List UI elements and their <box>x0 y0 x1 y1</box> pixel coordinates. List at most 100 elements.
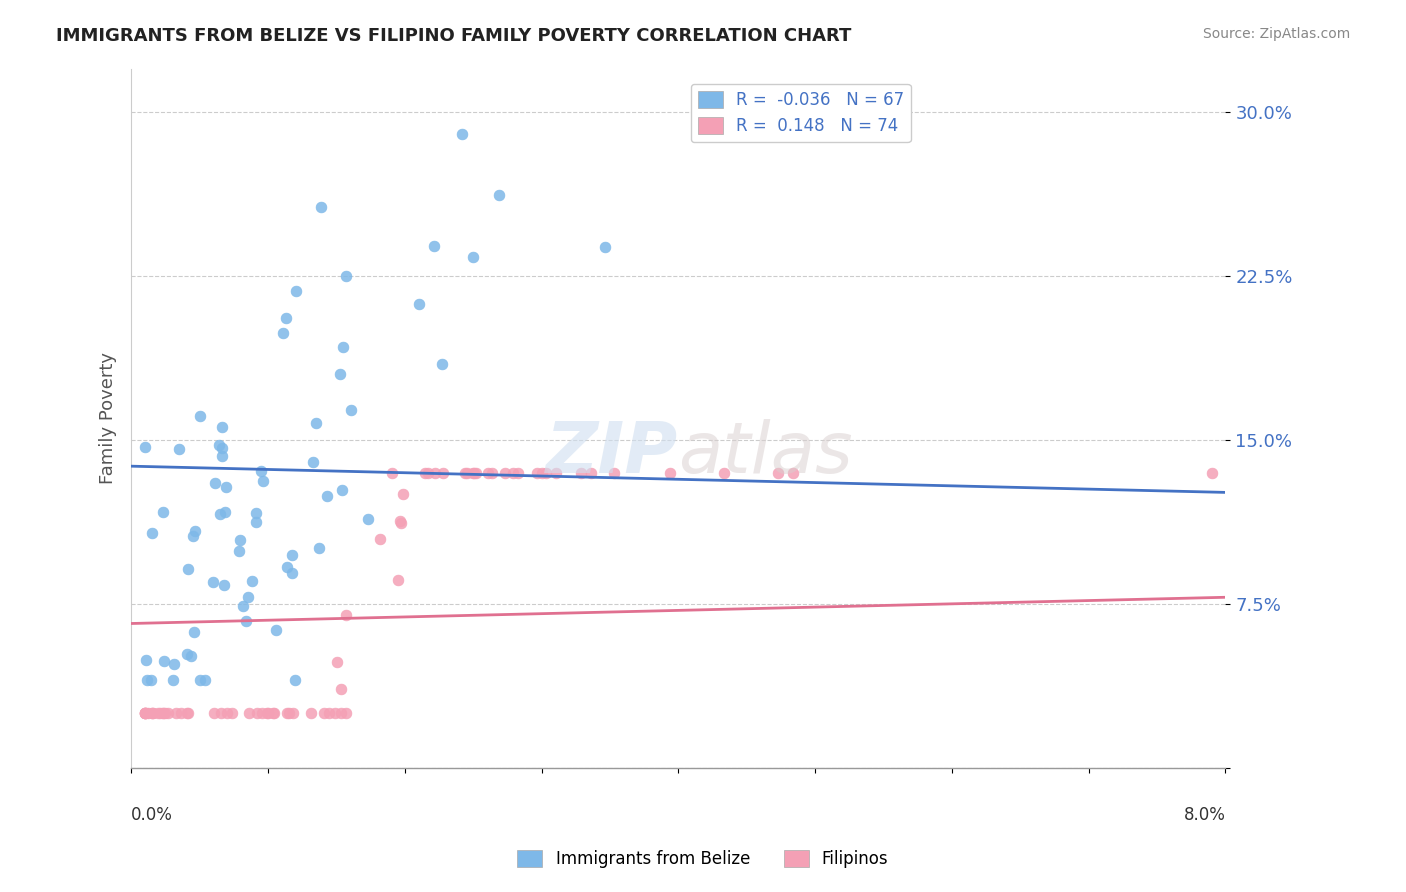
Point <box>285 284 308 298</box>
Point <box>208 438 231 452</box>
Point <box>240 574 263 589</box>
Point <box>450 127 472 141</box>
Point <box>183 625 205 640</box>
Point <box>238 591 260 605</box>
Point <box>271 326 294 340</box>
Point <box>769 127 792 141</box>
Point <box>141 706 163 720</box>
Point <box>330 483 353 497</box>
Point <box>276 560 298 574</box>
Point <box>249 464 271 478</box>
Point <box>713 466 735 480</box>
Point <box>263 706 285 720</box>
Point <box>141 673 163 688</box>
Point <box>194 673 217 688</box>
Point <box>246 706 269 720</box>
Point <box>215 706 238 720</box>
Point <box>209 706 232 720</box>
Point <box>430 357 453 371</box>
Point <box>494 466 516 480</box>
Point <box>134 706 156 720</box>
Point <box>357 512 380 526</box>
Point <box>389 514 412 528</box>
Point <box>188 673 211 688</box>
Text: atlas: atlas <box>678 418 853 488</box>
Point <box>308 541 330 556</box>
Point <box>658 466 681 480</box>
Point <box>134 706 156 720</box>
Point <box>188 409 211 424</box>
Point <box>211 450 233 464</box>
Point <box>169 706 191 720</box>
Point <box>368 532 391 546</box>
Point <box>335 607 357 622</box>
Point <box>284 673 307 688</box>
Point <box>264 623 287 637</box>
Point <box>215 480 238 494</box>
Point <box>579 466 602 480</box>
Point <box>408 297 430 311</box>
Point <box>432 466 454 480</box>
Point <box>340 403 363 417</box>
Point <box>536 466 558 480</box>
Point <box>392 487 415 501</box>
Y-axis label: Family Poverty: Family Poverty <box>100 352 117 484</box>
Point <box>149 706 172 720</box>
Point <box>416 466 439 480</box>
Point <box>211 441 233 455</box>
Point <box>276 311 298 326</box>
Text: IMMIGRANTS FROM BELIZE VS FILIPINO FAMILY POVERTY CORRELATION CHART: IMMIGRANTS FROM BELIZE VS FILIPINO FAMIL… <box>56 27 852 45</box>
Point <box>256 706 278 720</box>
Point <box>141 706 163 720</box>
Point <box>176 706 198 720</box>
Point <box>387 573 409 587</box>
Point <box>281 548 304 562</box>
Point <box>176 647 198 661</box>
Point <box>302 455 325 469</box>
Legend: R =  -0.036   N = 67, R =  0.148   N = 74: R = -0.036 N = 67, R = 0.148 N = 74 <box>690 84 911 142</box>
Point <box>180 649 202 664</box>
Point <box>202 706 225 720</box>
Point <box>465 466 488 480</box>
Point <box>162 673 184 688</box>
Point <box>245 506 267 520</box>
Point <box>208 508 231 522</box>
Point <box>146 706 169 720</box>
Text: ZIP: ZIP <box>546 418 678 488</box>
Text: 0.0%: 0.0% <box>131 806 173 824</box>
Point <box>134 706 156 720</box>
Point <box>815 127 838 141</box>
Point <box>201 575 224 590</box>
Point <box>463 466 485 480</box>
Text: 8.0%: 8.0% <box>1184 806 1226 824</box>
Point <box>228 544 250 558</box>
Point <box>250 706 273 720</box>
Legend: Immigrants from Belize, Filipinos: Immigrants from Belize, Filipinos <box>510 843 896 875</box>
Point <box>488 187 510 202</box>
Point <box>136 706 159 720</box>
Point <box>323 706 346 720</box>
Point <box>335 268 357 283</box>
Text: Source: ZipAtlas.com: Source: ZipAtlas.com <box>1202 27 1350 41</box>
Point <box>309 200 332 214</box>
Point <box>163 657 186 671</box>
Point <box>134 440 156 454</box>
Point <box>329 368 352 382</box>
Point <box>277 706 299 720</box>
Point <box>304 416 326 430</box>
Point <box>152 706 174 720</box>
Point <box>453 466 475 480</box>
Point <box>330 706 353 720</box>
Point <box>508 466 530 480</box>
Point <box>332 340 354 354</box>
Point <box>177 562 200 576</box>
Point <box>136 673 159 688</box>
Point <box>299 706 322 720</box>
Point <box>389 516 412 531</box>
Point <box>262 706 284 720</box>
Point <box>156 706 179 720</box>
Point <box>152 505 174 519</box>
Point <box>603 466 626 480</box>
Point <box>463 251 485 265</box>
Point <box>544 466 567 480</box>
